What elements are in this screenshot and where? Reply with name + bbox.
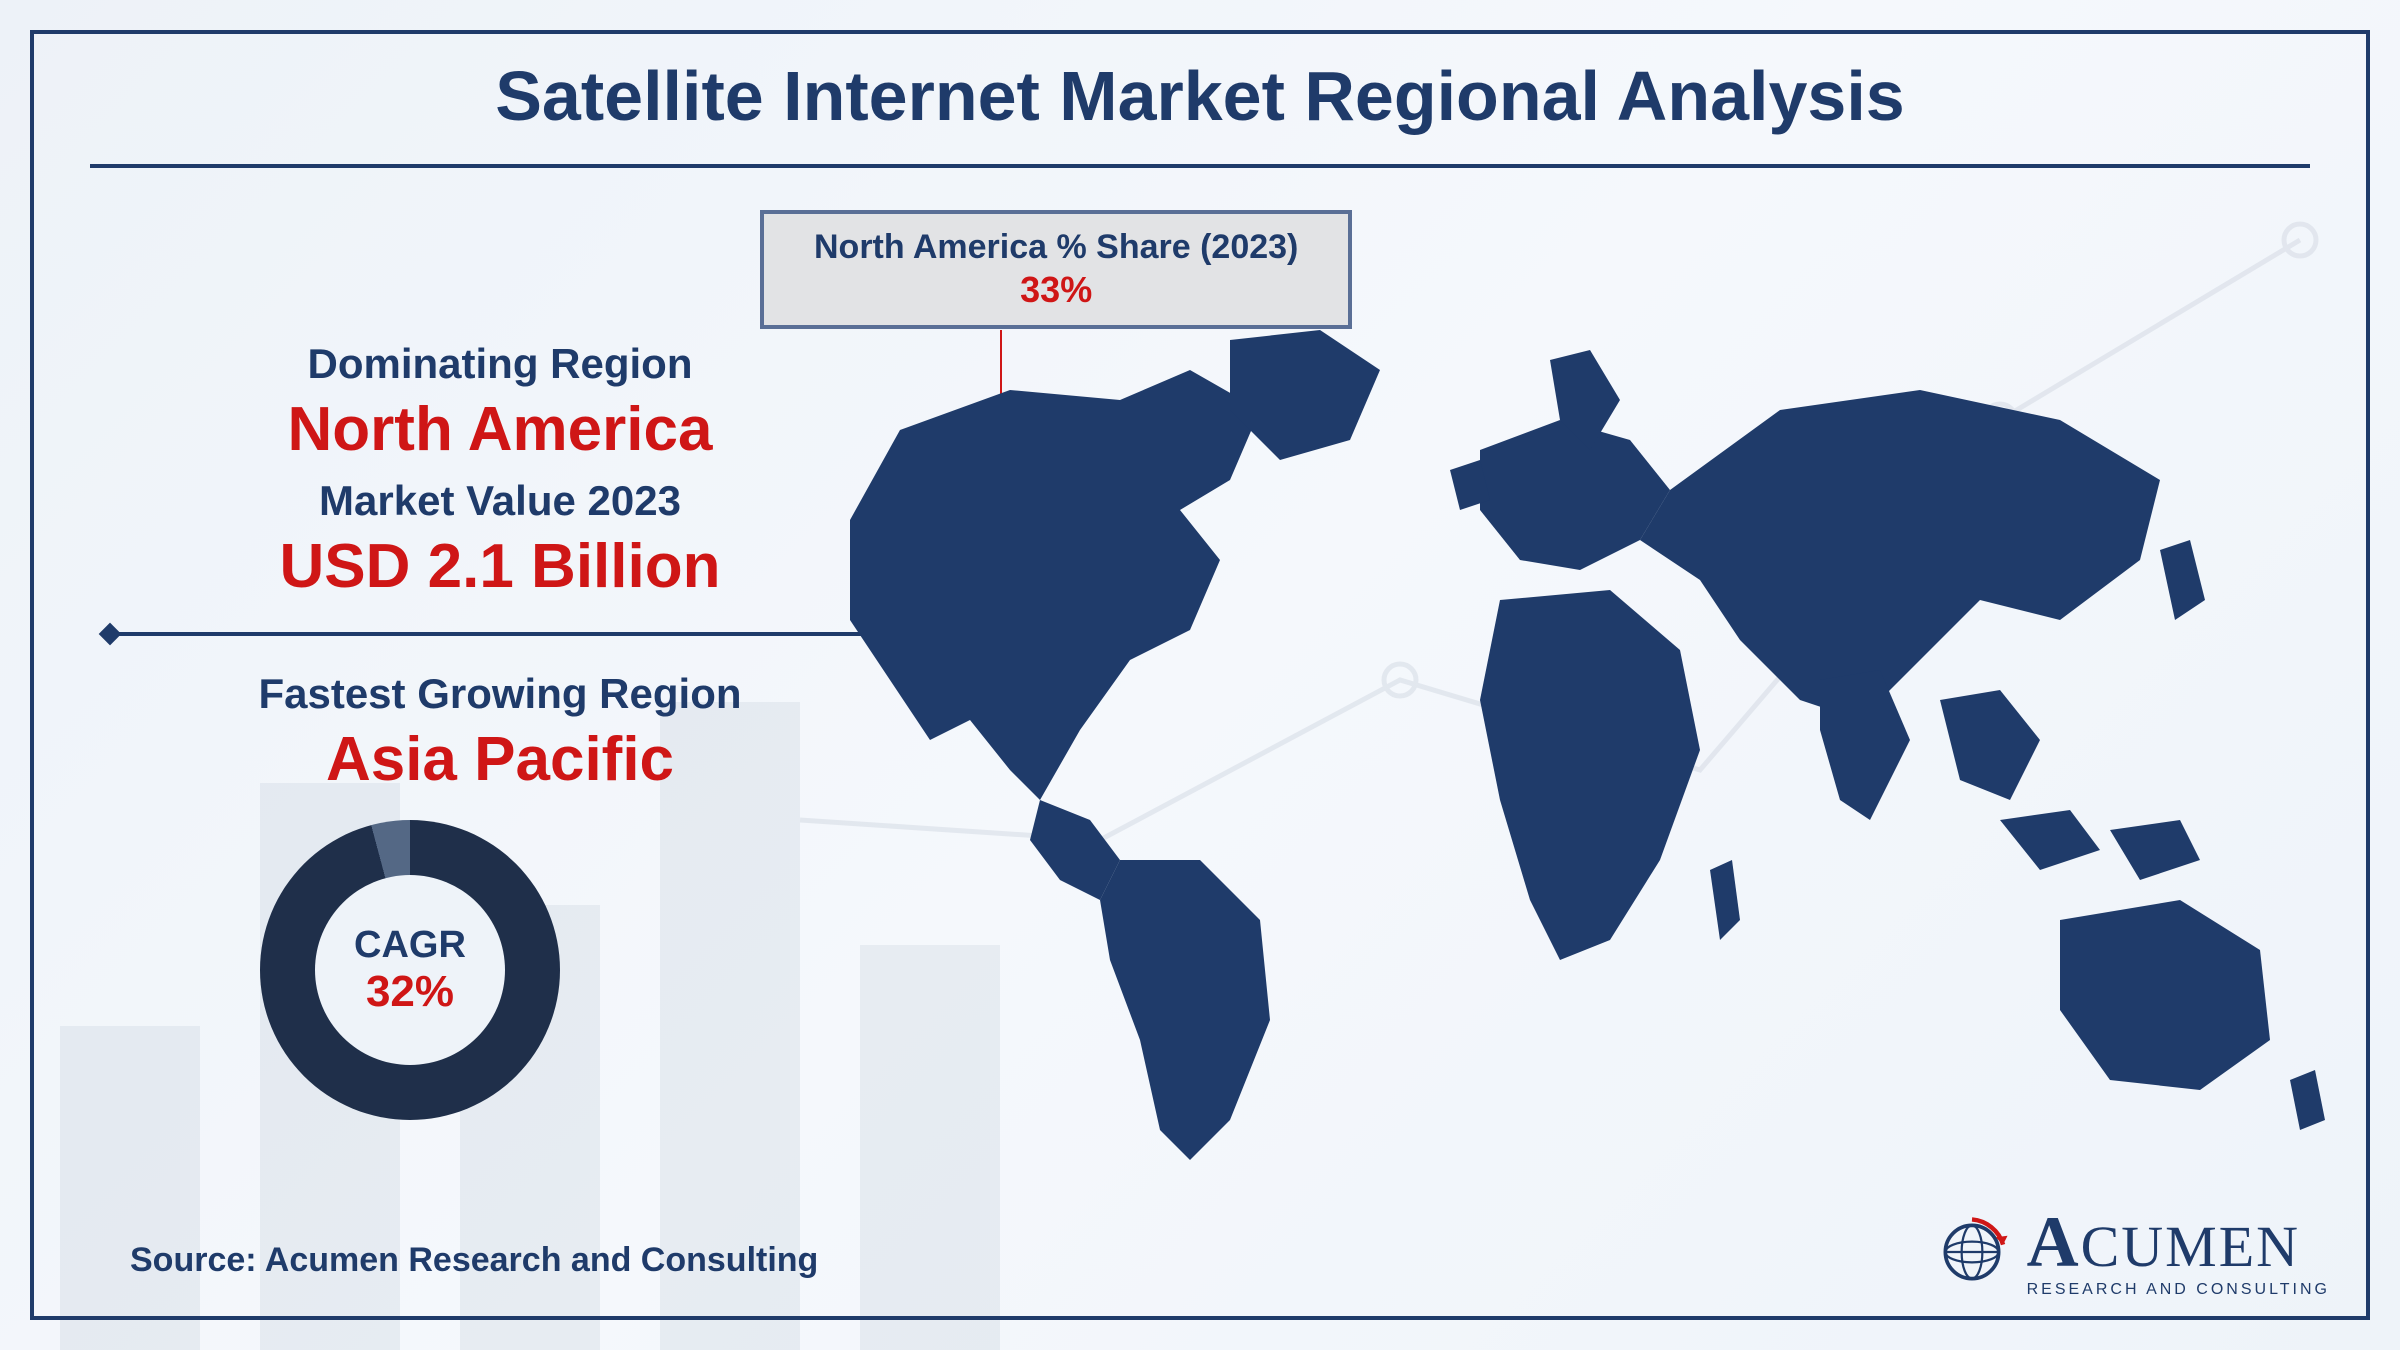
brand-logo: ACUMEN RESEARCH AND CONSULTING — [1935, 1206, 2330, 1298]
donut-ring: CAGR 32% — [260, 820, 560, 1120]
world-map — [760, 300, 2340, 1180]
globe-icon — [1935, 1215, 2009, 1289]
region-nz — [2290, 1070, 2325, 1130]
region-india — [1820, 670, 1910, 820]
region-asia — [1640, 390, 2160, 720]
region-greenland — [1230, 330, 1380, 460]
cagr-donut: CAGR 32% — [260, 820, 560, 1120]
region-africa — [1480, 590, 1700, 960]
region-madagascar — [1710, 860, 1740, 940]
region-central-america — [1030, 800, 1120, 900]
region-north-america — [850, 370, 1260, 800]
region-south-america — [1100, 860, 1270, 1160]
logo-tagline: RESEARCH AND CONSULTING — [2027, 1282, 2330, 1298]
region-japan — [2160, 540, 2205, 620]
source-line: Source: Acumen Research and Consulting — [130, 1241, 818, 1280]
region-australia — [2060, 900, 2270, 1090]
region-se-asia — [1940, 690, 2040, 800]
region-europe — [1480, 420, 1670, 570]
logo-text: ACUMEN RESEARCH AND CONSULTING — [2027, 1206, 2330, 1298]
logo-brand: ACUMEN — [2027, 1206, 2330, 1278]
donut-center: CAGR 32% — [315, 875, 505, 1065]
region-indonesia-1 — [2000, 810, 2100, 870]
region-indonesia-2 — [2110, 820, 2200, 880]
donut-label: CAGR — [354, 924, 466, 967]
callout-title: North America % Share (2023) — [814, 228, 1298, 267]
title-underline — [90, 164, 2310, 168]
donut-value: 32% — [366, 967, 454, 1017]
page-title: Satellite Internet Market Regional Analy… — [0, 56, 2400, 136]
